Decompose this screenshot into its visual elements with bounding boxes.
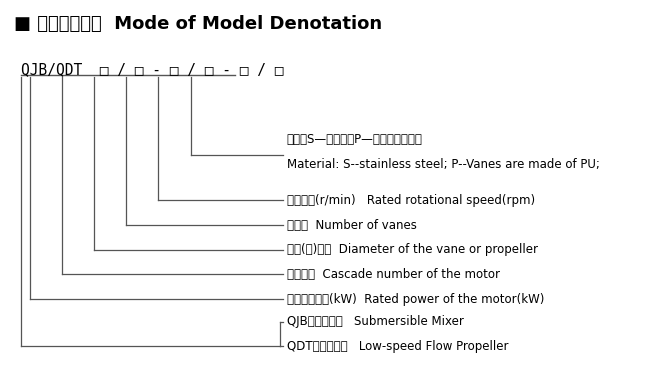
Text: QJB/QDT  □ / □ - □ / □ - □ / □: QJB/QDT □ / □ - □ / □ - □ / □ — [21, 62, 283, 77]
Text: 额定转速(r/min)   Rated rotational speed(rpm): 额定转速(r/min) Rated rotational speed(rpm) — [287, 194, 535, 207]
Text: 叶轮(桨)直径  Diameter of the vane or propeller: 叶轮(桨)直径 Diameter of the vane or propelle… — [287, 243, 538, 256]
Text: 叶片数  Number of vanes: 叶片数 Number of vanes — [287, 219, 417, 231]
Text: Material: S--stainless steel; P--Vanes are made of PU;: Material: S--stainless steel; P--Vanes a… — [287, 158, 599, 171]
Text: QDT低速推流器   Low-speed Flow Propeller: QDT低速推流器 Low-speed Flow Propeller — [287, 340, 508, 353]
Text: QJB潜水搅拌机   Submersible Mixer: QJB潜水搅拌机 Submersible Mixer — [287, 315, 464, 329]
Text: 电机级数  Cascade number of the motor: 电机级数 Cascade number of the motor — [287, 268, 500, 281]
Text: 电机额定功率(kW)  Rated power of the motor(kW): 电机额定功率(kW) Rated power of the motor(kW) — [287, 293, 544, 306]
Text: 材质；S—不锈钢；P—叶桨为聚胺脂；: 材质；S—不锈钢；P—叶桨为聚胺脂； — [287, 133, 423, 146]
Text: ■ 型号表示方式  Mode of Model Denotation: ■ 型号表示方式 Mode of Model Denotation — [14, 15, 383, 33]
